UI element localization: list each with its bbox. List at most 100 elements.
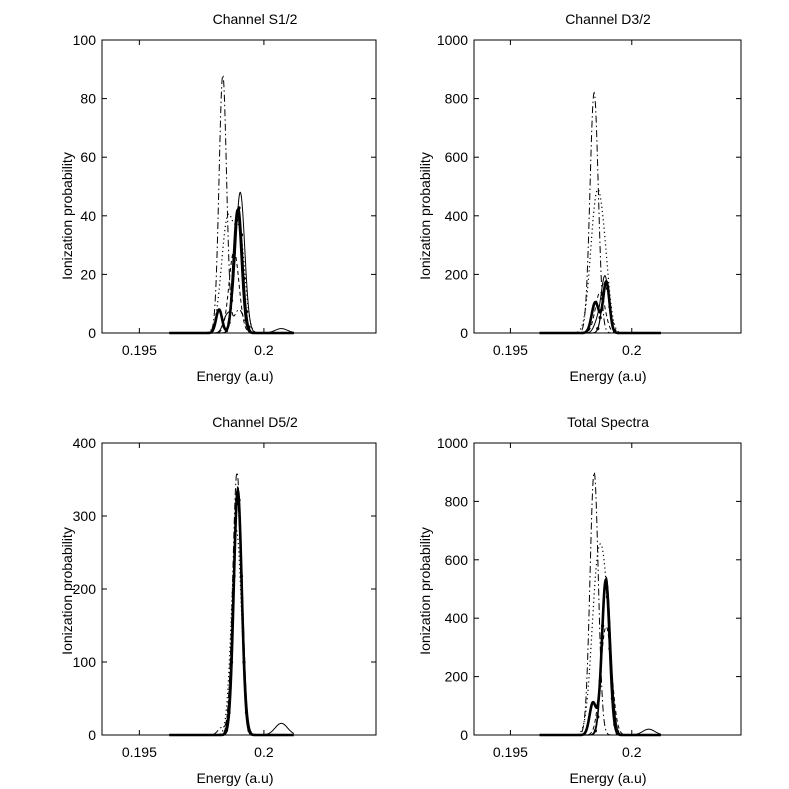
series-line-thick-solid — [169, 487, 294, 737]
series-marker — [610, 321, 614, 325]
y-tick-label: 200 — [445, 669, 469, 685]
panel-channel-d52: Channel D5/2 Energy (a.u) Ionization pro… — [59, 414, 377, 786]
y-tick-label: 0 — [460, 727, 468, 743]
series-line-thick-solid — [169, 207, 294, 335]
y-tick-label: 0 — [88, 325, 96, 341]
x-tick-label: 0.195 — [122, 744, 157, 760]
series-marker — [608, 305, 612, 309]
y-tick-label: 600 — [445, 149, 469, 165]
series-line-dotted — [169, 213, 294, 334]
y-tick-label: 300 — [73, 508, 97, 524]
plot-frame — [101, 39, 377, 334]
panel-channel-d32: Channel D3/2 Energy (a.u) Ionization pro… — [417, 11, 742, 384]
series-line-thick-solid — [539, 279, 661, 335]
series-marker — [603, 282, 607, 286]
y-tick-label: 0 — [460, 325, 468, 341]
plot-frame — [473, 442, 742, 736]
series-marker — [237, 206, 241, 210]
x-tick-label: 0.2 — [254, 342, 274, 358]
y-tick-label: 1000 — [437, 32, 468, 48]
series-line-dot-marked — [169, 206, 294, 334]
series-marker — [596, 715, 600, 719]
y-tick-label: 40 — [80, 208, 96, 224]
series-marker — [605, 286, 610, 290]
y-tick-label: 60 — [80, 149, 96, 165]
series-marker — [229, 298, 234, 303]
series-line-dot-marked — [169, 486, 294, 736]
y-tick-label: 200 — [73, 581, 97, 597]
x-axis-label: Energy (a.u) — [196, 770, 273, 786]
series-line-thin-solid — [539, 275, 661, 334]
series-marker — [603, 584, 607, 588]
series-marker — [242, 660, 246, 664]
y-tick-label: 20 — [80, 266, 96, 282]
series-line-dot-marked — [539, 282, 661, 334]
series-marker — [613, 329, 617, 333]
x-tick-label: 0.2 — [622, 744, 642, 760]
series-marker — [610, 696, 614, 701]
y-tick-label: 800 — [445, 493, 469, 509]
series-marker — [227, 710, 231, 715]
series-marker — [593, 729, 597, 733]
y-axis-label: Ionization probability — [59, 152, 75, 280]
series-marker — [232, 574, 236, 578]
y-tick-label: 400 — [73, 435, 97, 451]
y-tick-label: 200 — [445, 266, 469, 282]
panel-title: Total Spectra — [567, 414, 649, 430]
y-tick-label: 0 — [88, 727, 96, 743]
plot-frame — [101, 442, 377, 736]
series-marker — [239, 574, 244, 578]
series-marker — [608, 647, 612, 651]
y-tick-label: 600 — [445, 552, 469, 568]
series-line-dotted — [539, 543, 661, 736]
series-marker — [224, 728, 229, 732]
y-axis-label: Ionization probability — [417, 152, 433, 280]
series-line-dash-dot — [169, 471, 294, 736]
y-axis-label: Ionization probability — [59, 527, 75, 655]
series-marker — [598, 316, 602, 320]
series-marker — [615, 731, 619, 735]
y-tick-label: 400 — [445, 208, 469, 224]
series-marker — [234, 498, 239, 502]
panel-title: Channel D3/2 — [565, 11, 651, 27]
panel-title: Channel D5/2 — [212, 414, 298, 430]
series-marker — [234, 218, 239, 222]
series-marker — [613, 722, 617, 727]
panel-total-spectra: Total Spectra Energy (a.u) Ionization pr… — [417, 414, 742, 786]
y-axis-label: Ionization probability — [417, 527, 433, 655]
series-marker — [596, 326, 600, 331]
plot-frame — [473, 39, 742, 334]
y-tick-label: 400 — [445, 610, 469, 626]
y-tick-label: 80 — [80, 91, 96, 107]
x-axis-label: Energy (a.u) — [196, 368, 273, 384]
series-marker — [605, 595, 610, 599]
x-tick-label: 0.195 — [493, 744, 528, 760]
x-tick-label: 0.2 — [622, 342, 642, 358]
series-line-dash-dot — [539, 91, 661, 334]
y-tick-label: 100 — [73, 654, 97, 670]
series-line-dashed — [169, 500, 294, 736]
series-marker — [237, 498, 241, 502]
x-tick-label: 0.195 — [493, 342, 528, 358]
x-tick-label: 0.195 — [122, 342, 157, 358]
y-tick-label: 1000 — [437, 435, 468, 451]
panel-channel-s12: Channel S1/2 Energy (a.u) Ionization pro… — [59, 11, 377, 384]
series-marker — [247, 325, 251, 329]
x-axis-label: Energy (a.u) — [569, 770, 646, 786]
series-marker — [239, 233, 244, 237]
series-marker — [242, 276, 246, 281]
series-marker — [227, 321, 231, 325]
series-marker — [229, 660, 234, 664]
x-tick-label: 0.2 — [254, 744, 274, 760]
panel-title: Channel S1/2 — [213, 11, 298, 27]
y-tick-label: 100 — [73, 32, 97, 48]
series-marker — [601, 624, 605, 628]
series-marker — [244, 710, 249, 715]
series-marker — [232, 259, 236, 263]
series-marker — [598, 679, 602, 683]
series-marker — [244, 309, 249, 314]
series-marker — [601, 297, 605, 301]
y-tick-label: 800 — [445, 91, 469, 107]
series-marker — [247, 728, 251, 732]
